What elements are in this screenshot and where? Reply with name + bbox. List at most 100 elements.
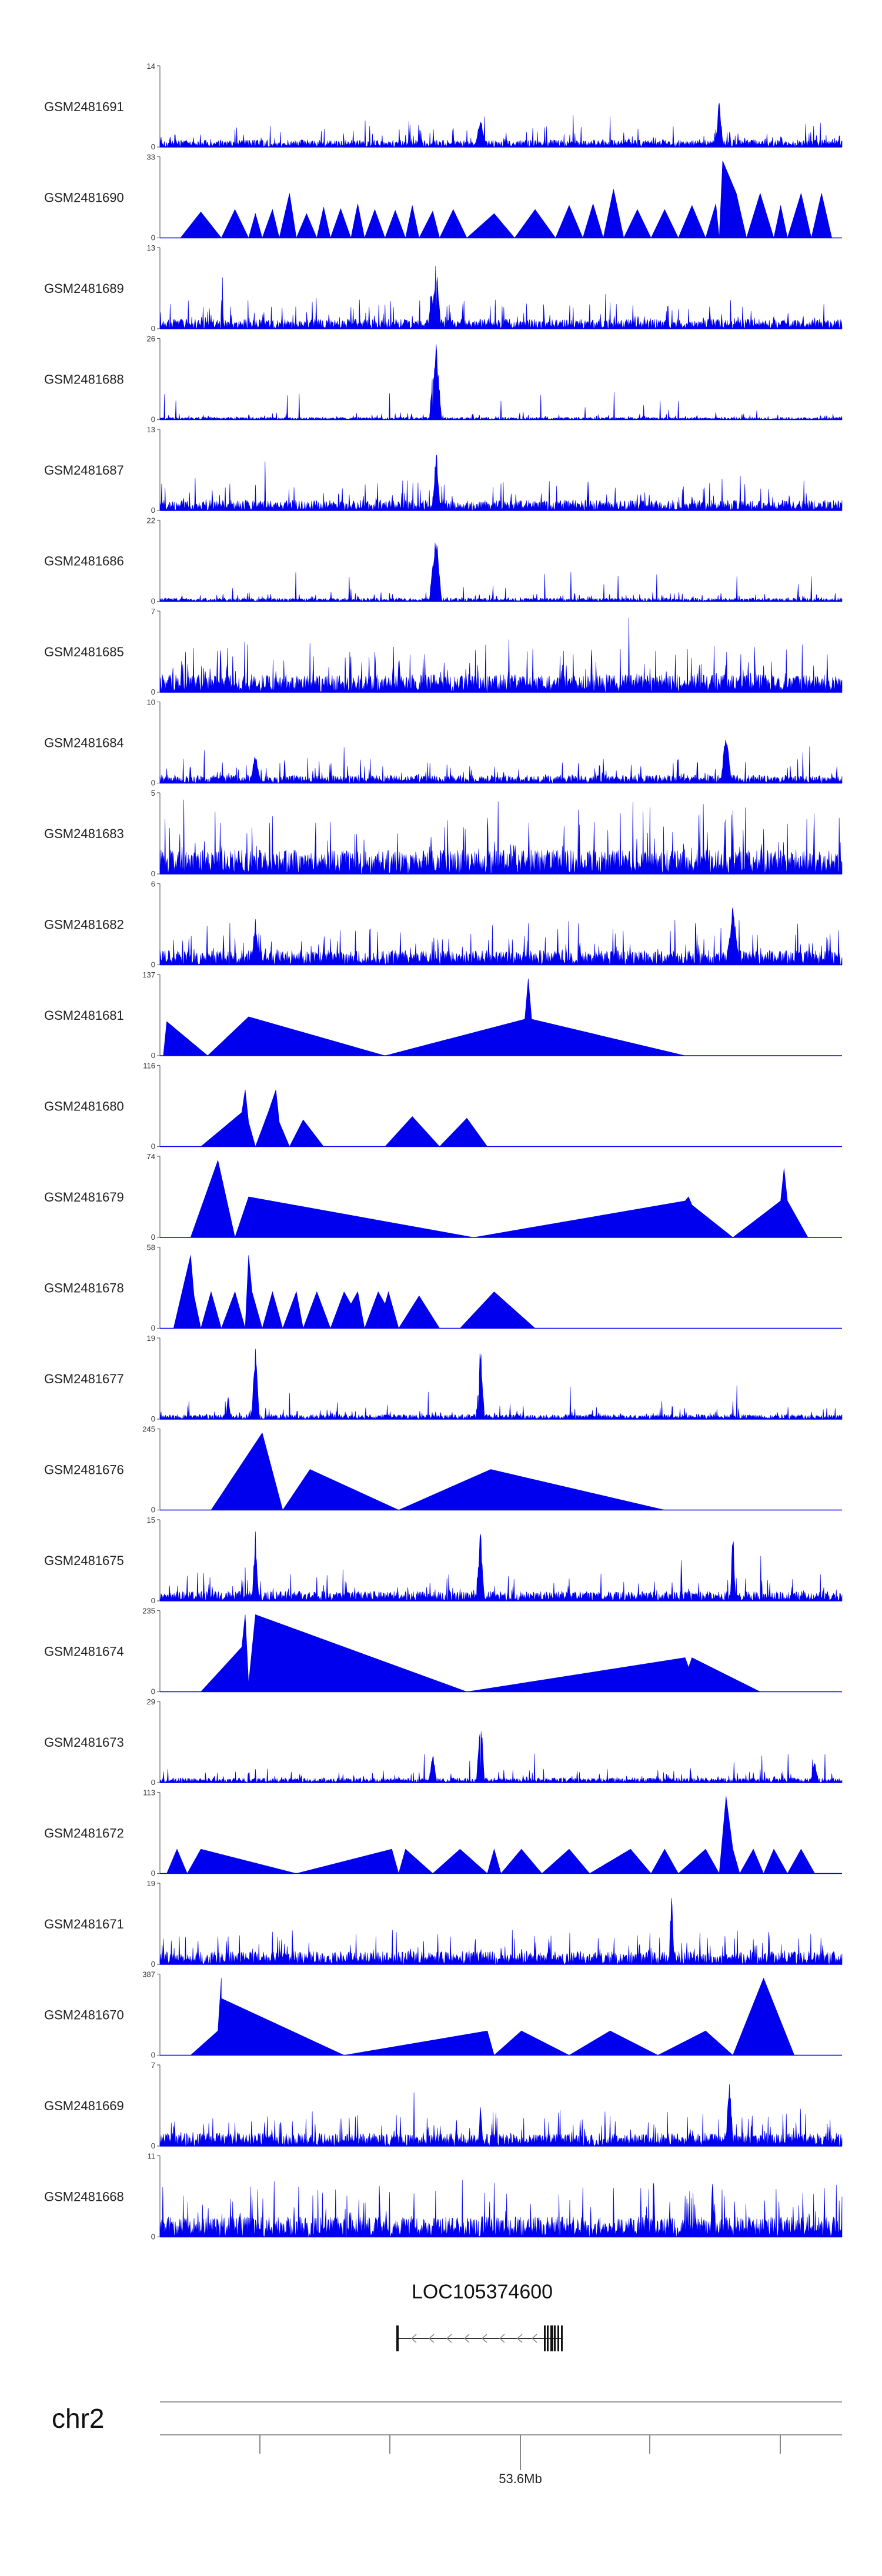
strand-arrow: [463, 2334, 470, 2343]
signal-area: [180, 161, 832, 239]
chromosome-ticks: [259, 2435, 781, 2470]
tracks: GSM2481691140GSM2481690330GSM2481689130G…: [44, 62, 843, 2241]
track-GSM2481677: GSM2481677 19 0: [44, 1334, 843, 1423]
track-label: GSM2481669: [44, 2098, 124, 2113]
signal-area: [173, 1255, 583, 1329]
signal-area: [159, 618, 843, 693]
gene-annotation: LOC105374600: [396, 2281, 563, 2351]
gene-exon: [554, 2325, 556, 2351]
chromosome-axis: chr2 53.6Mb: [52, 2401, 842, 2486]
strand-arrow: [481, 2334, 487, 2343]
track-GSM2481684: GSM2481684 10 0: [44, 698, 843, 788]
track-label: GSM2481691: [44, 99, 124, 114]
y-max-label: 19: [147, 1879, 155, 1888]
track-label: GSM2481679: [44, 1190, 124, 1204]
track-GSM2481680: GSM2481680 116 0: [44, 1062, 842, 1151]
track-label: GSM2481683: [44, 826, 124, 841]
track-label: GSM2481680: [44, 1099, 124, 1114]
y-min-label: 0: [151, 1869, 155, 1878]
y-max-label: 116: [143, 1062, 155, 1070]
signal-area: [159, 1349, 843, 1420]
signal-area: [159, 455, 843, 512]
track-label: GSM2481676: [44, 1463, 124, 1477]
y-max-label: 13: [147, 425, 155, 434]
strand-arrow: [531, 2334, 537, 2343]
track-GSM2481673: GSM2481673 29 0: [44, 1697, 843, 1787]
y-min-label: 0: [151, 1506, 155, 1514]
y-max-label: 387: [142, 1970, 155, 1979]
y-max-label: 245: [142, 1425, 155, 1434]
y-min-label: 0: [151, 1596, 155, 1605]
y-min-label: 0: [151, 597, 155, 606]
y-min-label: 0: [151, 415, 155, 424]
y-min-label: 0: [151, 142, 155, 151]
y-min-label: 0: [151, 960, 155, 969]
y-min-label: 0: [151, 1960, 155, 1968]
y-min-label: 0: [151, 779, 155, 788]
track-label: GSM2481675: [44, 1553, 124, 1568]
signal-area: [190, 1159, 808, 1239]
track-label: GSM2481674: [44, 1644, 124, 1659]
signal-area: [200, 1089, 535, 1147]
signal-area: [166, 1796, 816, 1874]
gene-model: [396, 2325, 563, 2351]
gene-exon: [544, 2325, 546, 2351]
y-min-label: 0: [151, 233, 155, 242]
signal-area: [163, 978, 686, 1056]
y-min-label: 0: [151, 2141, 155, 2150]
y-min-label: 0: [151, 1778, 155, 1787]
signal-area: [159, 2084, 843, 2147]
track-GSM2481670: GSM2481670 387 0: [44, 1970, 842, 2060]
track-GSM2481682: GSM2481682 6 0: [44, 880, 843, 969]
track-GSM2481685: GSM2481685 7 0: [44, 607, 843, 696]
track-GSM2481679: GSM2481679 74 0: [44, 1152, 842, 1242]
strand-arrow: [516, 2334, 523, 2343]
strand-arrow: [428, 2334, 435, 2343]
track-label: GSM2481677: [44, 1372, 124, 1386]
track-GSM2481689: GSM2481689 13 0: [44, 243, 843, 333]
track-GSM2481688: GSM2481688 26 0: [44, 335, 843, 424]
track-label: GSM2481668: [44, 2190, 124, 2204]
y-min-label: 0: [151, 1142, 155, 1151]
track-label: GSM2481673: [44, 1735, 124, 1750]
y-max-label: 7: [151, 607, 155, 616]
track-label: GSM2481682: [44, 917, 124, 932]
signal-area: [159, 1531, 843, 1602]
y-max-label: 74: [147, 1152, 155, 1161]
track-GSM2481668: GSM2481668 11 0: [44, 2152, 843, 2241]
track-GSM2481691: GSM2481691 14 0: [44, 62, 843, 151]
y-min-label: 0: [151, 1051, 155, 1060]
y-min-label: 0: [151, 688, 155, 696]
signal-area: [200, 1614, 760, 1692]
track-GSM2481674: GSM2481674 235 0: [44, 1607, 842, 1696]
gene-exon: [547, 2325, 549, 2351]
track-GSM2481678: GSM2481678 58 0: [44, 1243, 842, 1333]
track-GSM2481669: GSM2481669 7 0: [44, 2061, 843, 2150]
y-max-label: 15: [147, 1516, 155, 1524]
signal-area: [190, 1977, 795, 2056]
track-GSM2481686: GSM2481686 22 0: [44, 516, 843, 606]
gene-exon: [561, 2325, 563, 2351]
position-label: 53.6Mb: [499, 2471, 542, 2486]
track-GSM2481676: GSM2481676 245 0: [44, 1425, 842, 1514]
signal-area: [159, 103, 843, 148]
chromosome-label: chr2: [52, 2403, 104, 2434]
strand-arrow: [410, 2334, 417, 2343]
track-label: GSM2481681: [44, 1008, 124, 1023]
track-label: GSM2481688: [44, 372, 124, 387]
gene-name-label: LOC105374600: [412, 2281, 553, 2303]
signal-area: [211, 1432, 665, 1511]
signal-area: [159, 542, 843, 602]
track-GSM2481690: GSM2481690 33 0: [44, 153, 842, 242]
track-label: GSM2481671: [44, 1917, 124, 1931]
y-max-label: 58: [147, 1243, 155, 1252]
track-GSM2481675: GSM2481675 15 0: [44, 1516, 843, 1605]
track-label: GSM2481670: [44, 2008, 124, 2023]
strand-arrow: [499, 2334, 505, 2343]
y-min-label: 0: [151, 506, 155, 515]
y-min-label: 0: [151, 1233, 155, 1242]
y-min-label: 0: [151, 2233, 155, 2241]
track-label: GSM2481685: [44, 645, 124, 659]
y-max-label: 14: [147, 62, 155, 71]
